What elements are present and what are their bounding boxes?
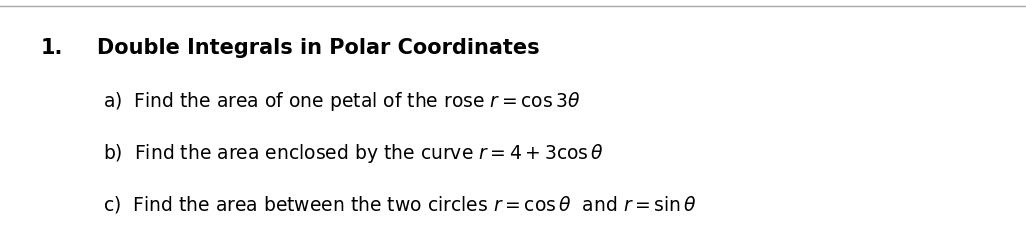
- Text: Double Integrals in Polar Coordinates: Double Integrals in Polar Coordinates: [97, 38, 540, 58]
- Text: 1.: 1.: [41, 38, 64, 58]
- Text: a)  Find the area of one petal of the rose $r = \cos 3\theta$: a) Find the area of one petal of the ros…: [103, 90, 580, 113]
- Text: c)  Find the area between the two circles $r = \cos \theta$  and $r = \sin \thet: c) Find the area between the two circles…: [103, 194, 697, 214]
- Text: b)  Find the area enclosed by the curve $r = 4 + 3 \cos \theta$: b) Find the area enclosed by the curve $…: [103, 142, 603, 165]
